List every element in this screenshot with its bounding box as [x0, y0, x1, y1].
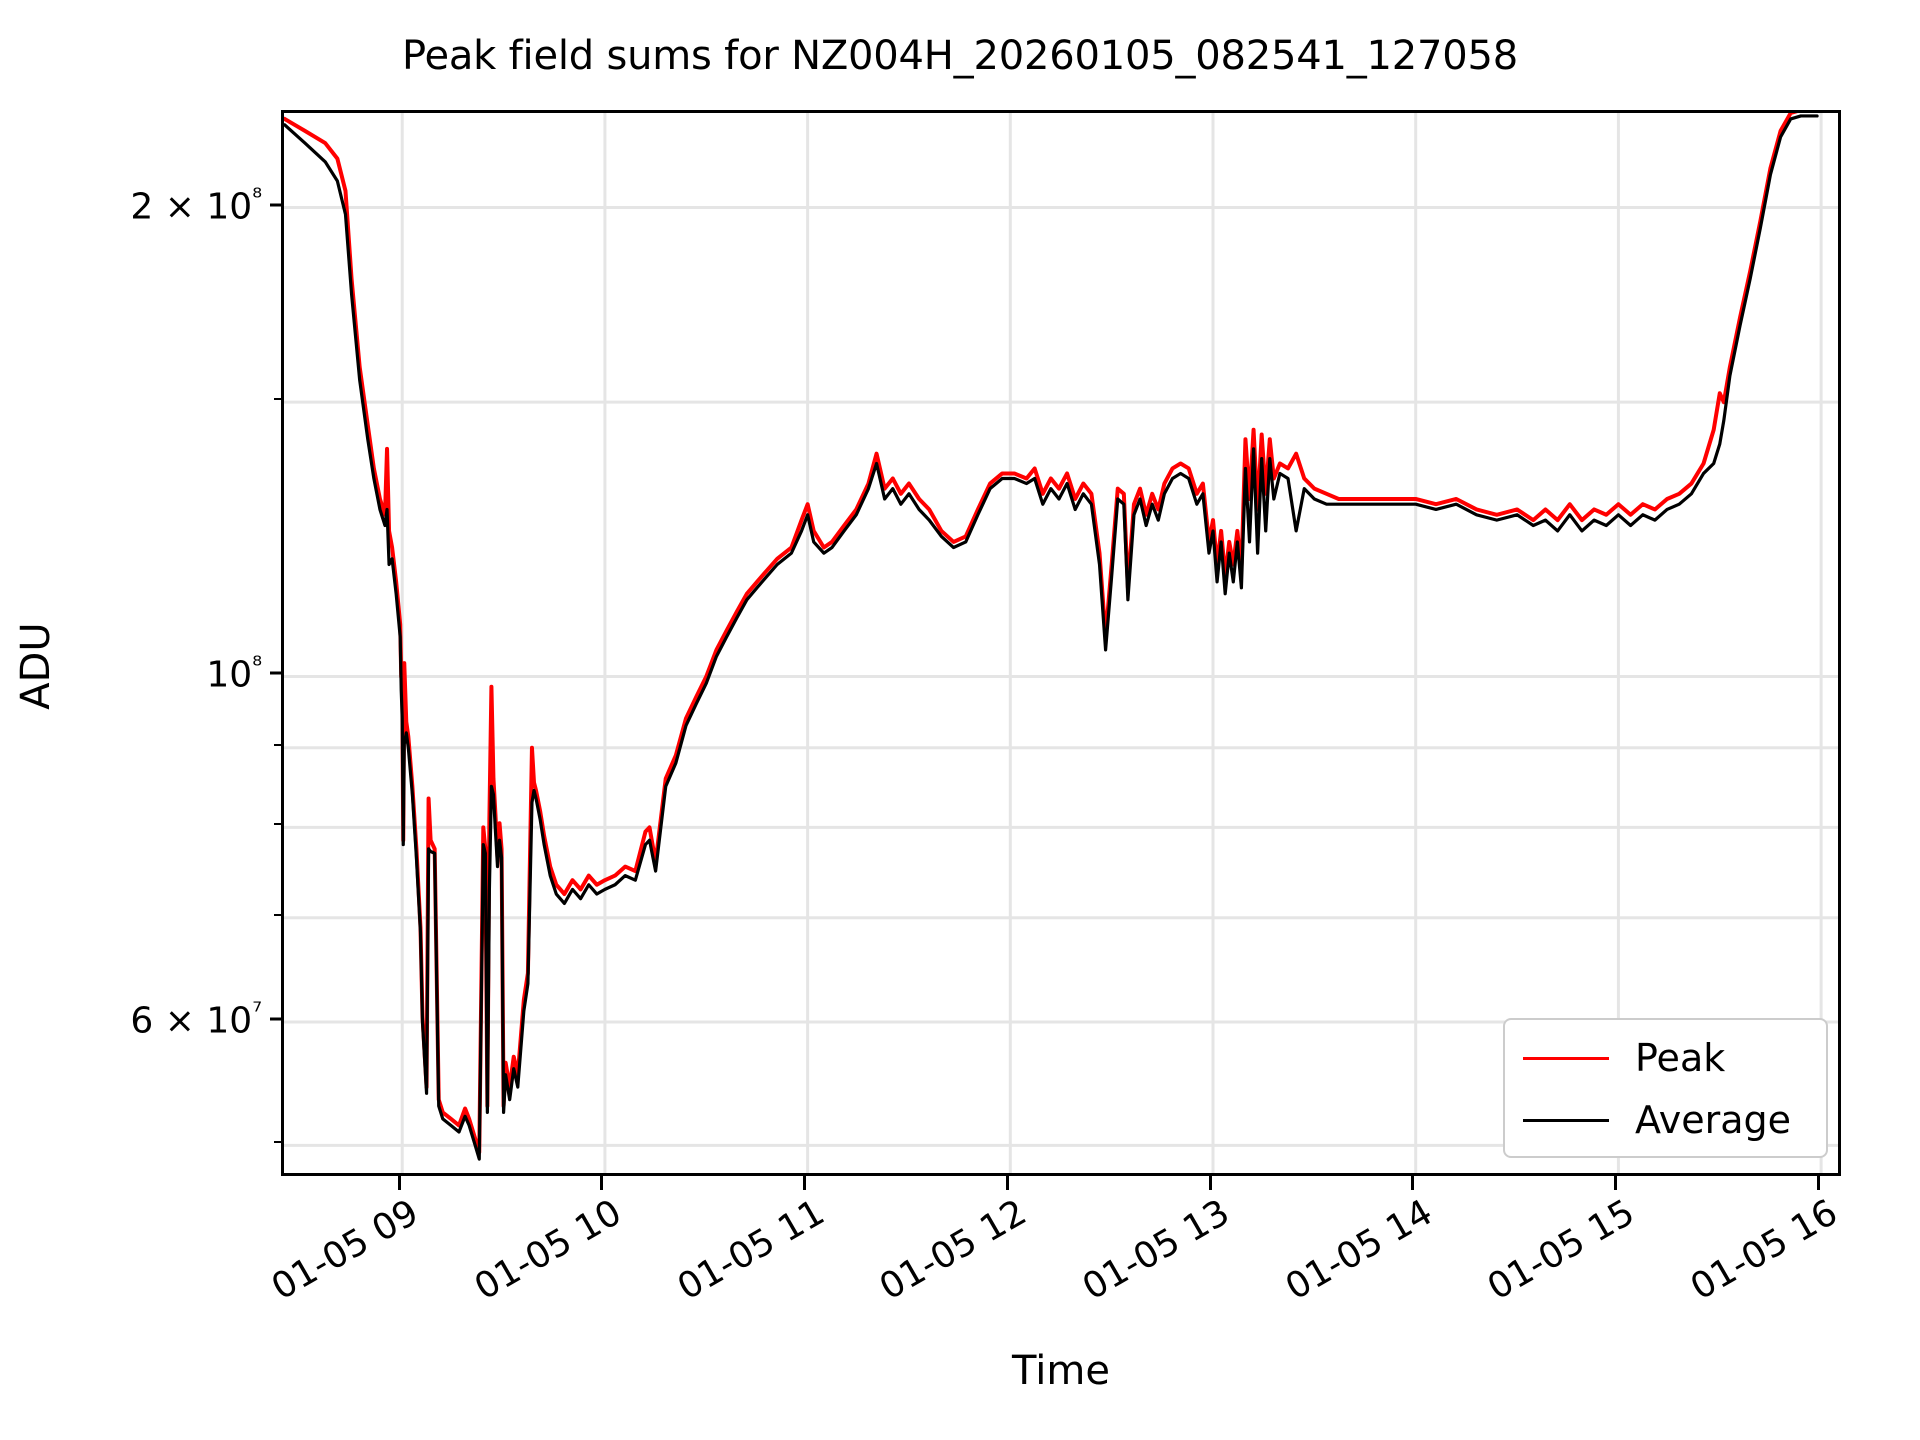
- y-tick-mark-minor: [274, 743, 281, 746]
- grid-lines: [284, 113, 1838, 1173]
- page-title: Peak field sums for NZ004H_20260105_0825…: [401, 33, 1519, 79]
- plot-area: [281, 110, 1841, 1176]
- x-tick-mark: [1816, 1176, 1820, 1190]
- y-tick-label: 10⁸: [206, 650, 262, 696]
- y-tick-label: 2 × 10⁸: [130, 182, 262, 228]
- x-tick-label: 01-05 15: [1481, 1192, 1642, 1309]
- x-tick-mark: [1208, 1176, 1212, 1190]
- x-tick-label: 01-05 13: [1075, 1192, 1237, 1309]
- series-line-peak: [284, 113, 1798, 1155]
- x-axis-label: Time: [1012, 1348, 1110, 1394]
- y-tick-mark-minor: [274, 913, 281, 916]
- y-axis-tick-marks: [0, 110, 281, 1176]
- x-tick-label: 01-05 09: [265, 1192, 426, 1309]
- x-tick-label: 01-05 11: [670, 1192, 832, 1309]
- x-tick-label: 01-05 16: [1683, 1192, 1845, 1309]
- legend-item-average[interactable]: Average: [1505, 1090, 1830, 1150]
- x-tick-mark: [803, 1176, 807, 1190]
- y-tick-mark: [270, 671, 281, 675]
- legend-item-peak[interactable]: Peak: [1505, 1028, 1830, 1088]
- y-tick-mark-minor: [274, 398, 281, 401]
- y-axis-tick-labels: 2 × 10⁸ 10⁸ 6 × 10⁷: [0, 110, 262, 1176]
- x-tick-label: 01-05 14: [1278, 1192, 1440, 1309]
- x-tick-label: 01-05 12: [873, 1192, 1034, 1309]
- series-line-average: [284, 114, 1819, 1161]
- x-tick-label: 01-05 10: [467, 1192, 629, 1309]
- y-tick-label: 6 × 10⁷: [130, 996, 262, 1042]
- y-tick-mark-minor: [274, 1141, 281, 1144]
- legend-label-peak: Peak: [1635, 1036, 1726, 1080]
- data-series-layer: [284, 113, 1819, 1161]
- legend[interactable]: Peak Average: [1503, 1018, 1828, 1158]
- x-tick-mark: [397, 1176, 401, 1190]
- x-tick-mark: [600, 1176, 604, 1190]
- y-tick-mark: [270, 1017, 281, 1021]
- x-axis-tick-labels: 01-05 09 01-05 10 01-05 11 01-05 12 01-05 13…: [265, 1192, 1845, 1342]
- y-tick-mark: [270, 203, 281, 207]
- x-axis-tick-marks: [281, 1176, 1841, 1192]
- legend-swatch-peak-icon: [1523, 1056, 1609, 1060]
- x-tick-mark: [1005, 1176, 1009, 1190]
- legend-label-average: Average: [1635, 1098, 1792, 1142]
- y-tick-mark-minor: [274, 823, 281, 826]
- x-tick-mark: [1411, 1176, 1415, 1190]
- x-tick-mark: [1613, 1176, 1617, 1190]
- legend-swatch-average-icon: [1523, 1118, 1609, 1122]
- chart-lines: [284, 113, 1838, 1173]
